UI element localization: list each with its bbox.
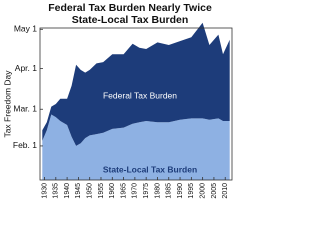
y-tick-label: May 1 [14,24,37,34]
y-tick-label: Apr. 1 [15,63,37,73]
x-tick-label: 1980 [154,183,161,199]
x-tick-label: 1965 [120,183,127,199]
x-tick-label: 1995 [188,183,195,199]
x-tick-label: 1975 [143,183,150,199]
y-tick-label: Feb. 1 [13,140,37,150]
chart-subtitle: State-Local Tax Burden [72,14,189,26]
plot-frame [39,27,233,181]
x-tick-label: 1985 [166,183,173,199]
y-tick-label: Mar. 1 [13,103,37,113]
x-tick-label: 1935 [53,183,60,199]
x-tick-label: 1930 [41,183,48,199]
series-label: Federal Tax Burden [103,90,177,100]
x-tick-label: 2010 [222,183,229,199]
area [42,114,230,180]
x-tick-label: 2005 [211,183,218,199]
chart: Federal Tax Burden Nearly Twice State-Lo… [2,2,233,199]
x-tick-label: 1960 [109,183,116,199]
x-tick-label: 1940 [64,183,71,199]
x-tick-label: 1945 [75,183,82,199]
x-tick-label: 1950 [87,183,94,199]
y-axis-label: Tax Freedom Day [2,70,12,138]
x-tick-label: 1990 [177,183,184,199]
series-label: State-Local Tax Burden [103,164,197,174]
x-tick-label: 2000 [199,183,206,199]
x-tick-label: 1970 [132,183,139,199]
x-tick-label: 1955 [98,183,105,199]
chart-title: Federal Tax Burden Nearly Twice [48,2,212,14]
area [42,22,230,146]
